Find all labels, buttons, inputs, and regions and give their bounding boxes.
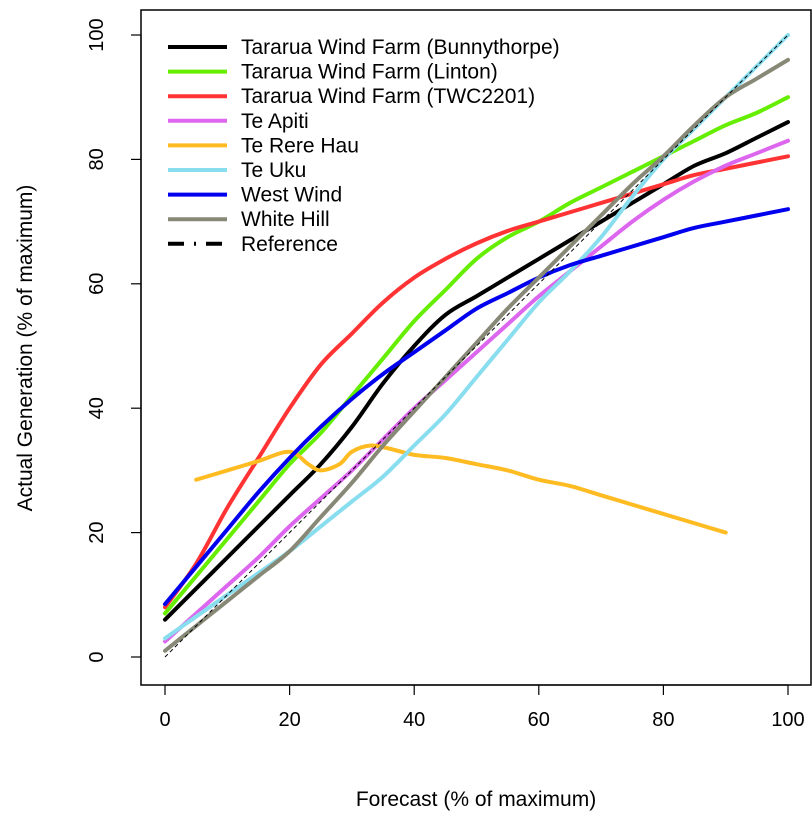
y-tick-label-40: 40 (86, 397, 108, 419)
x-axis: 0 20 40 60 80 100 (159, 684, 805, 731)
y-tick-label-20: 20 (86, 521, 108, 543)
series-line-west-wind (163, 207, 790, 607)
series-line-white-hill (163, 57, 790, 653)
x-tick-label-60: 60 (528, 709, 550, 731)
x-axis-title: Forecast (% of maximum) (356, 788, 596, 811)
legend-label-reference: Reference (241, 233, 338, 256)
series-lines (163, 33, 790, 658)
series-line-tararua-wind-farm-twc2201 (163, 154, 790, 610)
y-tick-label-80: 80 (86, 148, 108, 170)
legend: Tararua Wind Farm (Bunnythorpe)Tararua W… (168, 36, 560, 256)
legend-label-tararua-wind-farm-bunnythorpe: Tararua Wind Farm (Bunnythorpe) (241, 36, 560, 59)
series-line-te-apiti (163, 138, 790, 644)
x-tick-label-80: 80 (652, 709, 674, 731)
legend-label-te-rere-hau: Te Rere Hau (241, 134, 359, 157)
x-tick-label-0: 0 (159, 709, 170, 731)
legend-label-te-apiti: Te Apiti (241, 110, 309, 133)
x-tick-label-20: 20 (278, 709, 300, 731)
series-line-te-rere-hau (194, 443, 728, 535)
legend-label-white-hill: White Hill (241, 208, 330, 231)
legend-label-tararua-wind-farm-linton: Tararua Wind Farm (Linton) (241, 61, 498, 84)
y-tick-label-100: 100 (86, 18, 108, 51)
legend-label-tararua-wind-farm-twc2201: Tararua Wind Farm (TWC2201) (241, 85, 535, 108)
y-axis-title: Actual Generation (% of maximum) (14, 185, 37, 512)
series-line-tararua-wind-farm-bunnythorpe (163, 120, 790, 622)
legend-label-west-wind: West Wind (241, 184, 342, 207)
x-tick-label-100: 100 (771, 709, 804, 731)
series-line-tararua-wind-farm-linton (163, 95, 790, 616)
y-tick-label-0: 0 (86, 651, 108, 662)
legend-label-te-uku: Te Uku (241, 159, 306, 182)
y-axis: 0 20 40 60 80 100 (86, 18, 142, 663)
y-tick-label-60: 60 (86, 273, 108, 295)
x-tick-label-40: 40 (403, 709, 425, 731)
